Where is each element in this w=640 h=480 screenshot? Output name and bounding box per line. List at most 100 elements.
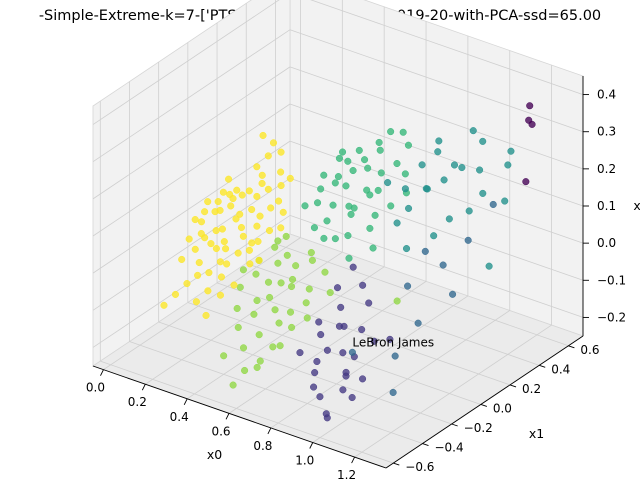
data-point [314,199,322,207]
data-point [469,127,477,135]
x-tick-mark [225,413,230,420]
data-point [248,239,256,247]
data-point [363,186,371,194]
data-point [256,212,264,220]
data-points [160,102,536,422]
data-point [345,254,353,262]
data-point [522,178,530,186]
data-point [178,255,186,263]
y-tick-label: 0.2 [522,382,541,396]
data-point [276,342,284,350]
data-point [528,120,536,128]
data-point [279,208,287,216]
data-point [331,235,339,243]
x-axis-line [92,365,387,469]
data-point [275,197,283,205]
data-point [331,179,339,187]
data-point [326,289,334,297]
data-point [305,285,313,293]
data-point [361,156,369,164]
grid-z-back [289,66,584,170]
x-tick-mark [351,456,356,464]
data-point [264,185,272,193]
data-point [248,205,256,214]
data-point [359,375,367,383]
data-point [501,197,509,205]
data-point [479,189,487,197]
grid-y-floor [216,282,511,386]
data-point [370,337,378,345]
grid-z-left [92,103,291,237]
data-point [387,128,395,136]
data-point [323,217,331,225]
data-point [234,323,242,331]
grid-z-back [289,215,584,318]
data-point [195,259,203,267]
data-point [485,262,493,270]
data-point [234,249,242,257]
data-point [348,348,356,356]
data-point [375,138,383,147]
data-point [204,287,212,295]
y-tick-mark [509,384,517,388]
data-point [430,232,438,240]
x-tick-mark [183,398,188,405]
z-tick-label: −0.1 [597,273,626,287]
data-point [216,291,224,299]
grid-x-floor [103,237,301,370]
grid-y-floor [100,360,394,464]
data-point [335,322,344,330]
data-point [376,146,384,154]
data-point [233,186,241,194]
grid-x-floor [270,295,469,429]
data-point [329,201,337,209]
y-tick-label: −0.2 [464,421,493,435]
data-point [283,251,291,259]
data-point [220,352,228,360]
data-point [194,271,202,279]
y-tick-label: 0.6 [580,343,599,357]
data-point [264,152,272,160]
data-point [201,208,209,216]
data-point [310,383,318,391]
data-point [344,157,352,165]
data-point [202,311,210,320]
grid-z-back [310,0,584,95]
data-point [197,218,206,226]
data-point [307,249,315,257]
data-point [335,154,343,162]
annotation-lebron-james: LeBron James [352,335,434,349]
data-point [365,299,373,307]
data-point [364,164,372,172]
data-point [250,310,258,318]
data-point [239,344,248,352]
data-point [246,260,254,268]
data-point [450,161,459,169]
data-point [339,349,347,357]
data-point [191,216,199,224]
grid-x-floor [354,324,552,458]
data-point [233,304,241,313]
data-point [374,186,382,194]
data-point [316,393,324,401]
data-point [311,369,319,377]
grid-y-floor [187,302,481,405]
data-point [315,318,323,326]
data-point [259,131,267,140]
data-point [287,282,296,291]
data-point [269,139,278,147]
data-point [236,283,244,291]
data-point [253,296,261,305]
data-point [321,268,329,276]
data-point [347,210,355,218]
data-point [252,270,260,278]
data-point [440,176,448,184]
data-point [239,232,247,240]
data-point [277,182,285,190]
data-point [266,293,274,302]
data-point [229,195,237,203]
data-point [349,166,357,175]
data-point [255,256,263,264]
data-point [238,191,246,199]
